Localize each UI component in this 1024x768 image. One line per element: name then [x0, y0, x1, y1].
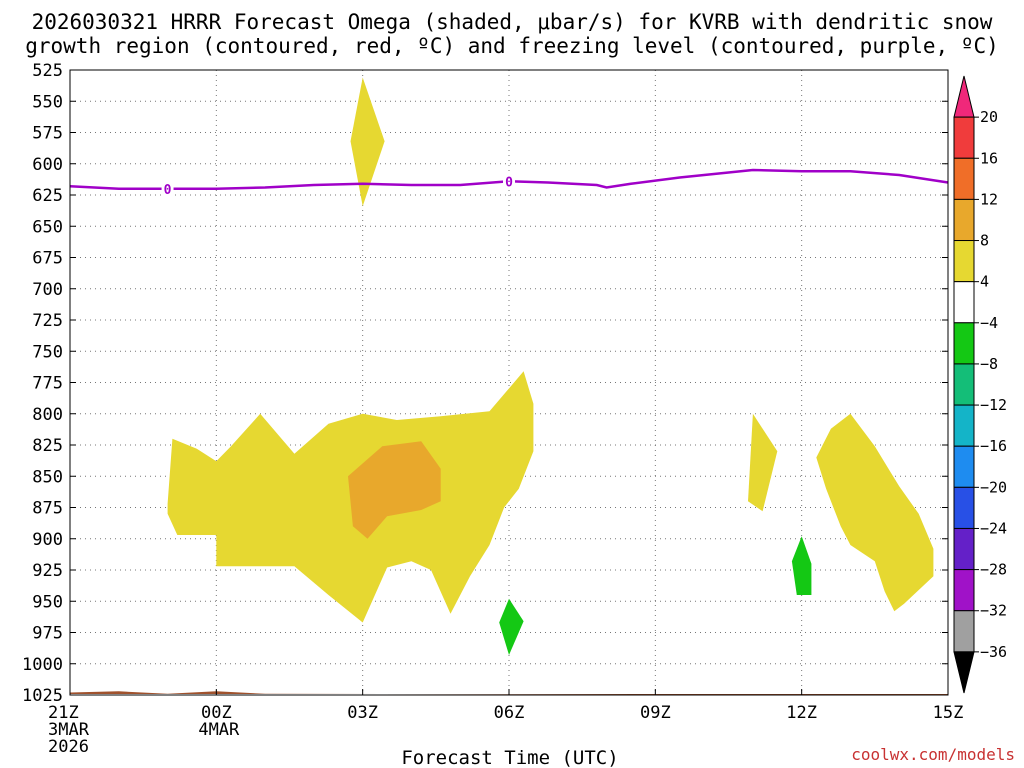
- ground-layer: [70, 691, 948, 695]
- x-tick-label: 3MAR: [48, 720, 90, 740]
- x-tick-label: 2026: [48, 737, 89, 757]
- ground-terrain: [70, 691, 948, 695]
- x-tick-label: 4MAR: [198, 720, 240, 740]
- y-tick-label: 775: [32, 374, 63, 394]
- y-tick-label: 950: [32, 592, 63, 612]
- colorbar-swatch: [953, 610, 975, 653]
- omega-region: [350, 77, 385, 207]
- x-tick-label: 21Z: [48, 703, 79, 723]
- colorbar-swatch: [953, 198, 975, 242]
- colorbar-swatch: [953, 322, 975, 365]
- colorbar-label: −12: [980, 396, 1007, 414]
- colorbar-swatch: [953, 281, 975, 324]
- colorbar-swatch: [953, 486, 975, 529]
- y-tick-label: 750: [32, 342, 63, 362]
- x-tick-label: 03Z: [347, 703, 378, 723]
- y-tick-label: 650: [32, 217, 63, 237]
- y-tick-label: 1000: [22, 655, 63, 675]
- omega-region: [499, 598, 524, 655]
- y-axis: 525 550 575 600 625 650 675 700 725 750 775 800 825 8…: [22, 61, 948, 706]
- colorbar-label: −36: [980, 643, 1007, 661]
- y-tick-label: 1025: [22, 686, 63, 706]
- colorbar-swatch: [953, 404, 975, 447]
- omega-region: [791, 536, 812, 595]
- colorbar-label: −28: [980, 561, 1007, 579]
- colorbar-label: 4: [980, 273, 989, 291]
- colorbar-swatch: [953, 116, 975, 159]
- colorbar-label: 20: [980, 108, 998, 126]
- colorbar-swatch: [953, 651, 975, 694]
- y-tick-label: 975: [32, 624, 63, 644]
- omega-shading: [167, 77, 934, 655]
- credit-link[interactable]: coolwx.com/models: [851, 745, 1015, 764]
- colorbar-swatch: [953, 75, 975, 118]
- y-tick-label: 850: [32, 467, 63, 487]
- colorbar-swatch: [953, 569, 975, 612]
- colorbar-label: 8: [980, 232, 989, 250]
- y-tick-label: 925: [32, 561, 63, 581]
- y-tick-label: 525: [32, 61, 63, 81]
- y-tick-label: 625: [32, 186, 63, 206]
- y-tick-label: 675: [32, 249, 63, 269]
- colorbar-swatch: [953, 240, 975, 283]
- contour-label-bg: [161, 180, 174, 196]
- colorbar-label: 12: [980, 190, 998, 208]
- colorbar-label: −4: [980, 314, 998, 332]
- y-tick-label: 575: [32, 124, 63, 144]
- colorbar-swatch: [953, 157, 975, 200]
- freezing-level-line: [69, 168, 949, 191]
- colorbar-label: 16: [980, 149, 998, 167]
- y-tick-label: 875: [32, 499, 63, 519]
- freezing-level-label: 0: [164, 183, 172, 198]
- y-tick-label: 800: [32, 405, 63, 425]
- colorbar-swatch: [953, 445, 975, 488]
- y-tick-label: 825: [32, 436, 63, 456]
- colorbar-label: −20: [980, 478, 1007, 496]
- x-axis-title: Forecast Time (UTC): [401, 747, 618, 768]
- y-tick-label: 900: [32, 530, 63, 550]
- colorbar-swatch: [953, 527, 975, 571]
- colorbar: 20 16 12 8 4 −4 −8 −12 −16 −20 −24 −28 −32 −36: [953, 75, 1007, 694]
- y-tick-label: 550: [32, 92, 63, 112]
- x-tick-label: 06Z: [494, 703, 525, 723]
- y-tick-label: 700: [32, 280, 63, 300]
- chart-title-line-2: growth region (contoured, red, ºC) and f…: [25, 34, 999, 58]
- omega-region: [816, 413, 934, 612]
- omega-region: [748, 413, 778, 512]
- colorbar-label: −32: [980, 602, 1007, 620]
- x-tick-label: 12Z: [786, 703, 817, 723]
- colorbar-label: −24: [980, 519, 1007, 537]
- x-tick-label: 15Z: [933, 703, 964, 723]
- chart-title-line-1: 2026030321 HRRR Forecast Omega (shaded, …: [32, 10, 993, 34]
- freezing-level-label: 0: [505, 175, 513, 190]
- y-tick-label: 600: [32, 155, 63, 175]
- contour-label-bg: [503, 173, 515, 189]
- colorbar-swatch: [953, 363, 975, 406]
- omega-region: [348, 441, 441, 539]
- colorbar-label: −8: [980, 355, 998, 373]
- x-tick-label: 09Z: [640, 703, 671, 723]
- x-tick-label: 00Z: [201, 703, 232, 723]
- colorbar-label: −16: [980, 437, 1007, 455]
- y-tick-label: 725: [32, 311, 63, 331]
